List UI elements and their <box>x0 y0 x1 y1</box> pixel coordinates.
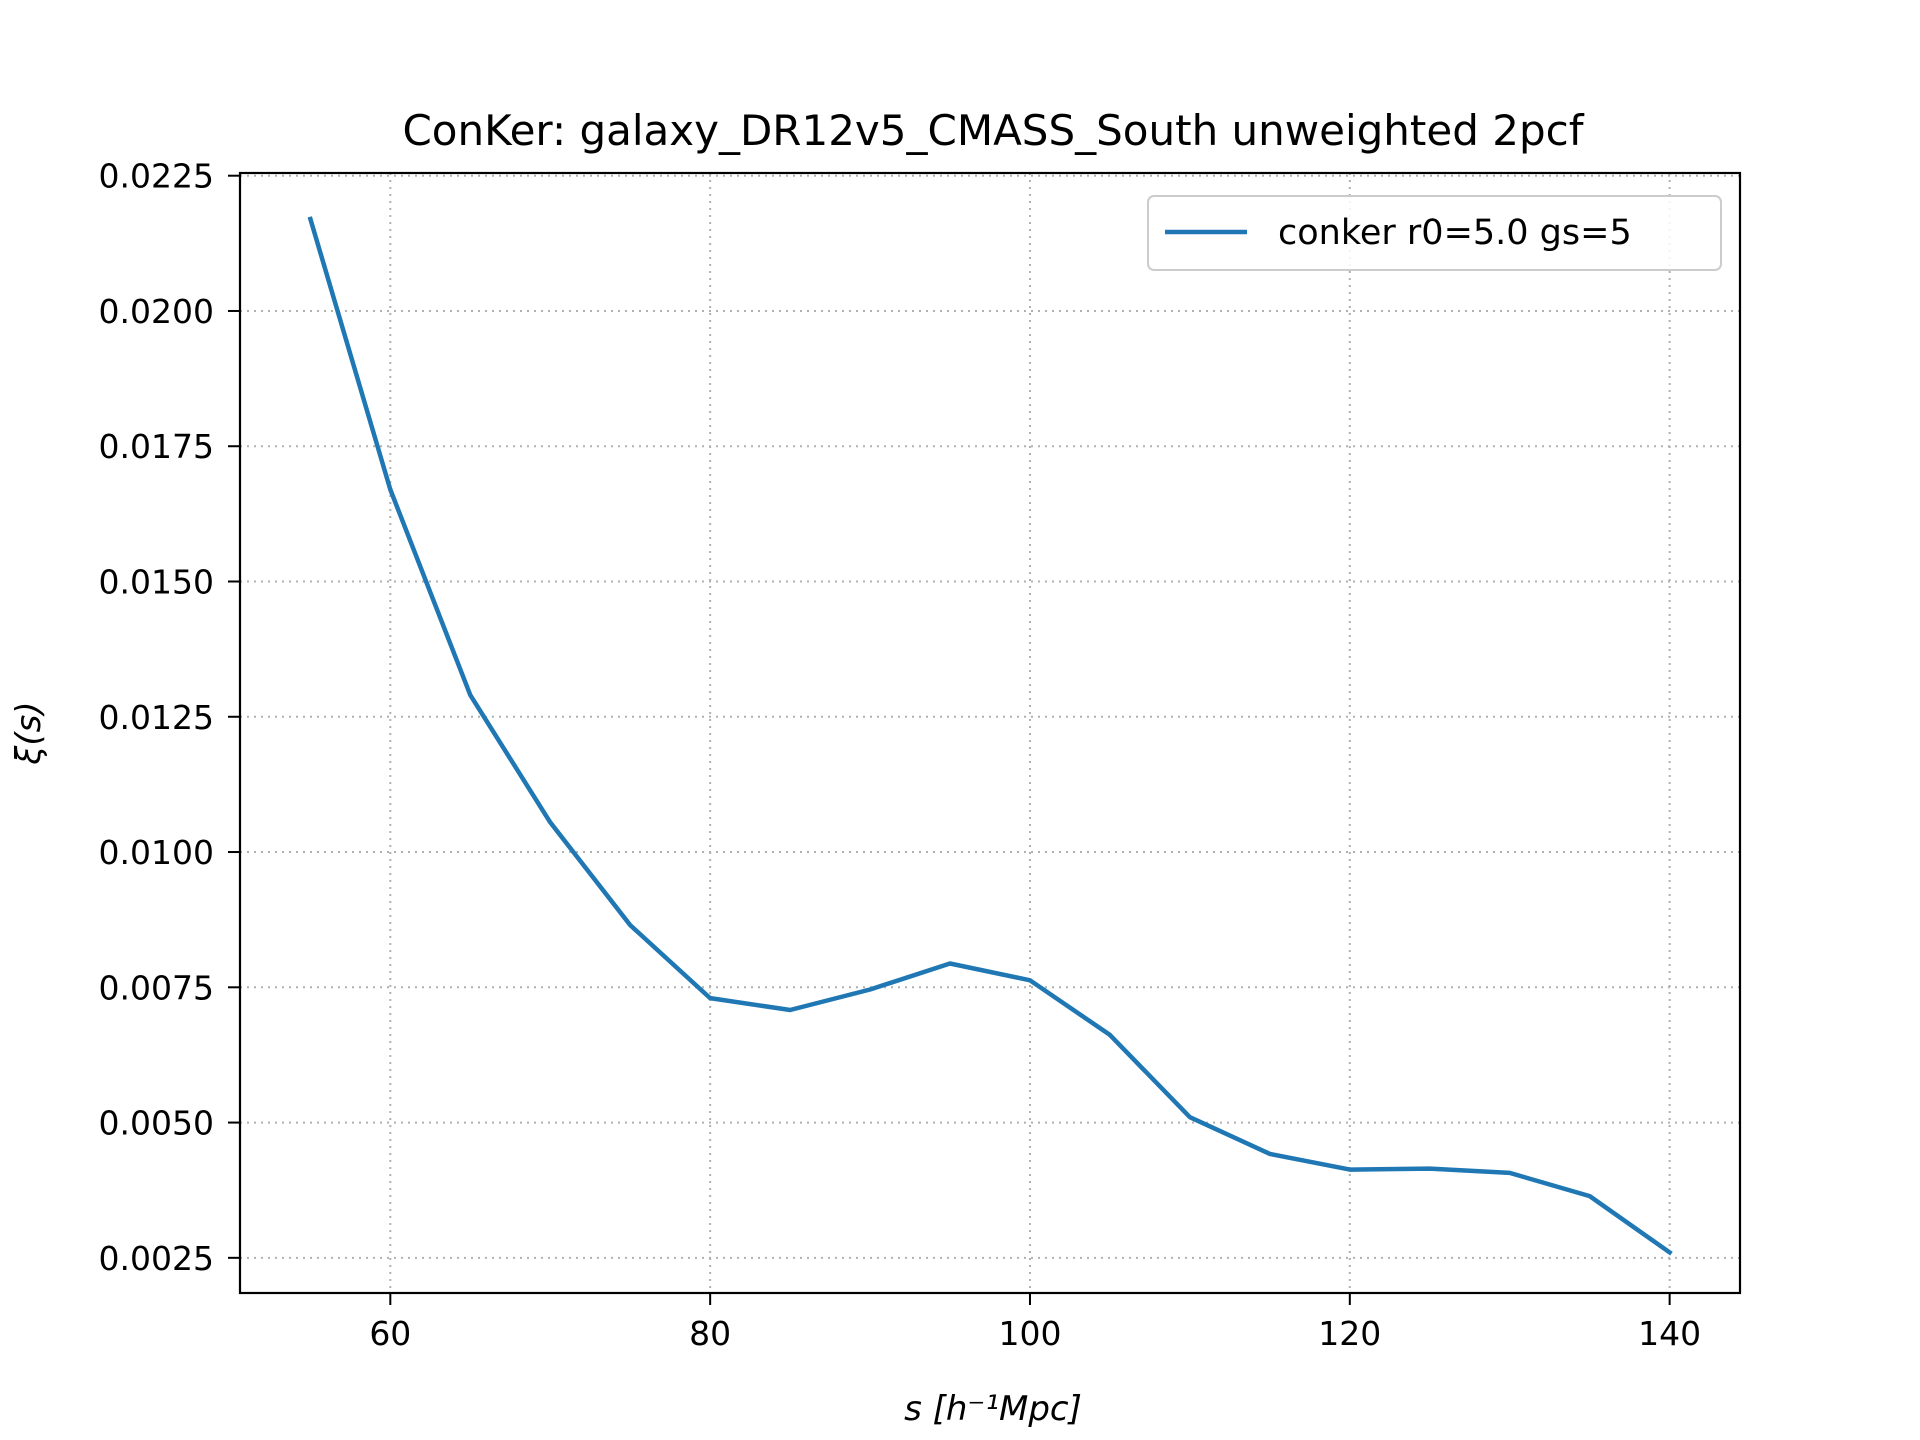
x-tick-label: 140 <box>1638 1314 1701 1353</box>
y-tick-label: 0.0075 <box>99 968 214 1007</box>
x-tick-label: 80 <box>689 1314 731 1353</box>
y-tick-label: 0.0025 <box>99 1239 214 1278</box>
y-tick-label: 0.0175 <box>99 427 214 466</box>
grid <box>240 173 1740 1293</box>
legend-label: conker r0=5.0 gs=5 <box>1278 213 1632 253</box>
x-tick-label: 100 <box>998 1314 1061 1353</box>
y-tick-label: 0.0225 <box>99 157 214 196</box>
x-axis-label: s [h⁻¹Mpc] <box>904 1389 1082 1429</box>
y-tick-label: 0.0200 <box>99 292 214 331</box>
chart-title: ConKer: galaxy_DR12v5_CMASS_South unweig… <box>402 106 1584 155</box>
axis-ticks: 60 80 100 120 140 0.0025 0.0050 0.0075 0.0100 0.0… <box>99 157 1702 1353</box>
x-tick-label: 60 <box>369 1314 411 1353</box>
y-tick-label: 0.0100 <box>99 833 214 872</box>
y-tick-label: 0.0125 <box>99 698 214 737</box>
legend-box <box>1147 195 1722 271</box>
x-tick-label: 120 <box>1318 1314 1381 1353</box>
y-tick-label: 0.0150 <box>99 563 214 602</box>
series-layer <box>307 216 1673 1256</box>
series-line-0 <box>307 216 1673 1256</box>
y-axis-label: ξ(s) <box>9 701 49 765</box>
legend: conker r0=5.0 gs=5 <box>1147 195 1722 271</box>
y-tick-label: 0.0050 <box>99 1104 214 1143</box>
plot-frame <box>238 171 1742 1295</box>
